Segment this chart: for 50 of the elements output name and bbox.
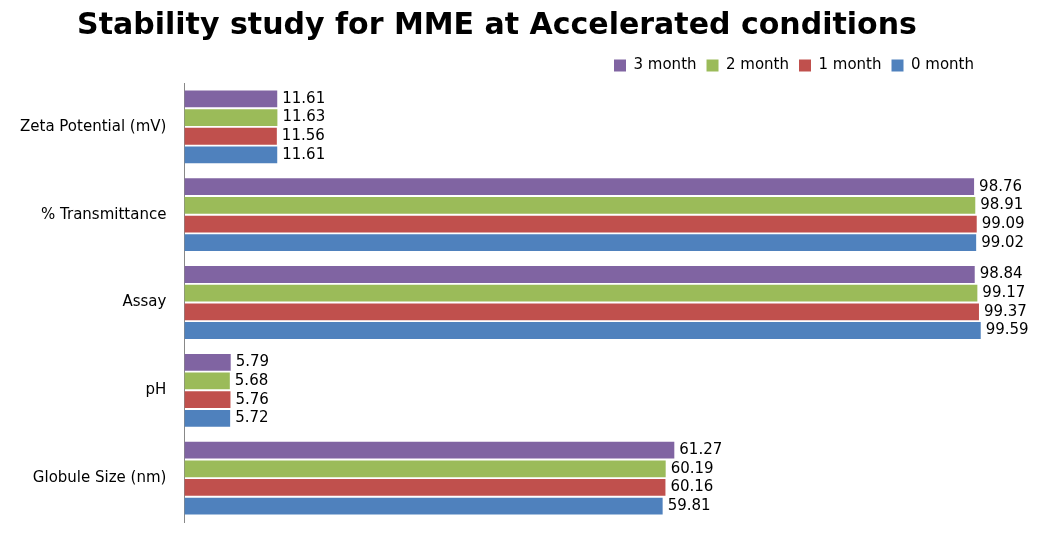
data-label: 5.76 bbox=[235, 389, 269, 408]
bar bbox=[184, 372, 230, 390]
data-label: 60.16 bbox=[670, 477, 714, 496]
data-label: 99.37 bbox=[983, 301, 1027, 320]
bar bbox=[184, 284, 978, 302]
legend-label: 2 month bbox=[726, 55, 790, 74]
y-tick-label: Assay bbox=[122, 292, 167, 311]
data-label: 11.61 bbox=[282, 88, 326, 107]
bar bbox=[184, 266, 975, 283]
data-label: 98.91 bbox=[980, 195, 1024, 214]
data-label: 11.63 bbox=[282, 107, 326, 126]
bar bbox=[184, 215, 977, 233]
bar bbox=[184, 109, 278, 126]
bar bbox=[184, 127, 277, 145]
data-label: 11.61 bbox=[282, 144, 326, 163]
legend-label: 1 month bbox=[818, 55, 882, 74]
bar bbox=[184, 196, 976, 214]
data-label: 11.56 bbox=[281, 126, 325, 145]
data-label: 98.76 bbox=[979, 176, 1023, 195]
bar bbox=[184, 303, 979, 321]
data-label: 59.81 bbox=[667, 495, 711, 514]
data-label: 99.02 bbox=[981, 232, 1025, 251]
bar bbox=[184, 146, 278, 164]
bar bbox=[184, 90, 278, 108]
data-label: 5.79 bbox=[235, 352, 270, 371]
bar bbox=[184, 460, 666, 478]
data-label: 5.72 bbox=[235, 408, 269, 427]
data-label: 61.27 bbox=[679, 440, 723, 458]
data-label: 5.68 bbox=[234, 370, 269, 389]
bar bbox=[184, 353, 231, 371]
bar bbox=[184, 178, 975, 196]
bar bbox=[184, 234, 977, 252]
bar bbox=[184, 409, 231, 427]
y-tick-label: % Transmittance bbox=[41, 204, 167, 223]
data-label: 98.84 bbox=[979, 264, 1023, 283]
data-label: 99.17 bbox=[982, 283, 1026, 302]
bar bbox=[184, 441, 675, 459]
legend-label: 0 month bbox=[911, 55, 974, 74]
data-label: 99.59 bbox=[985, 320, 1029, 339]
y-tick-label: Zeta Potential (mV) bbox=[20, 116, 167, 135]
bar bbox=[184, 479, 666, 496]
bar bbox=[184, 322, 981, 339]
y-tick-label: pH bbox=[145, 380, 167, 399]
bar bbox=[184, 497, 663, 515]
legend-label: 3 month bbox=[633, 55, 697, 74]
data-label: 99.09 bbox=[981, 213, 1025, 232]
data-label: 60.19 bbox=[670, 458, 714, 477]
bar bbox=[184, 391, 231, 409]
chart-title: Stability study for MME at Accelerated conditions bbox=[77, 5, 917, 41]
y-tick-label: Globule Size (nm) bbox=[32, 467, 167, 486]
